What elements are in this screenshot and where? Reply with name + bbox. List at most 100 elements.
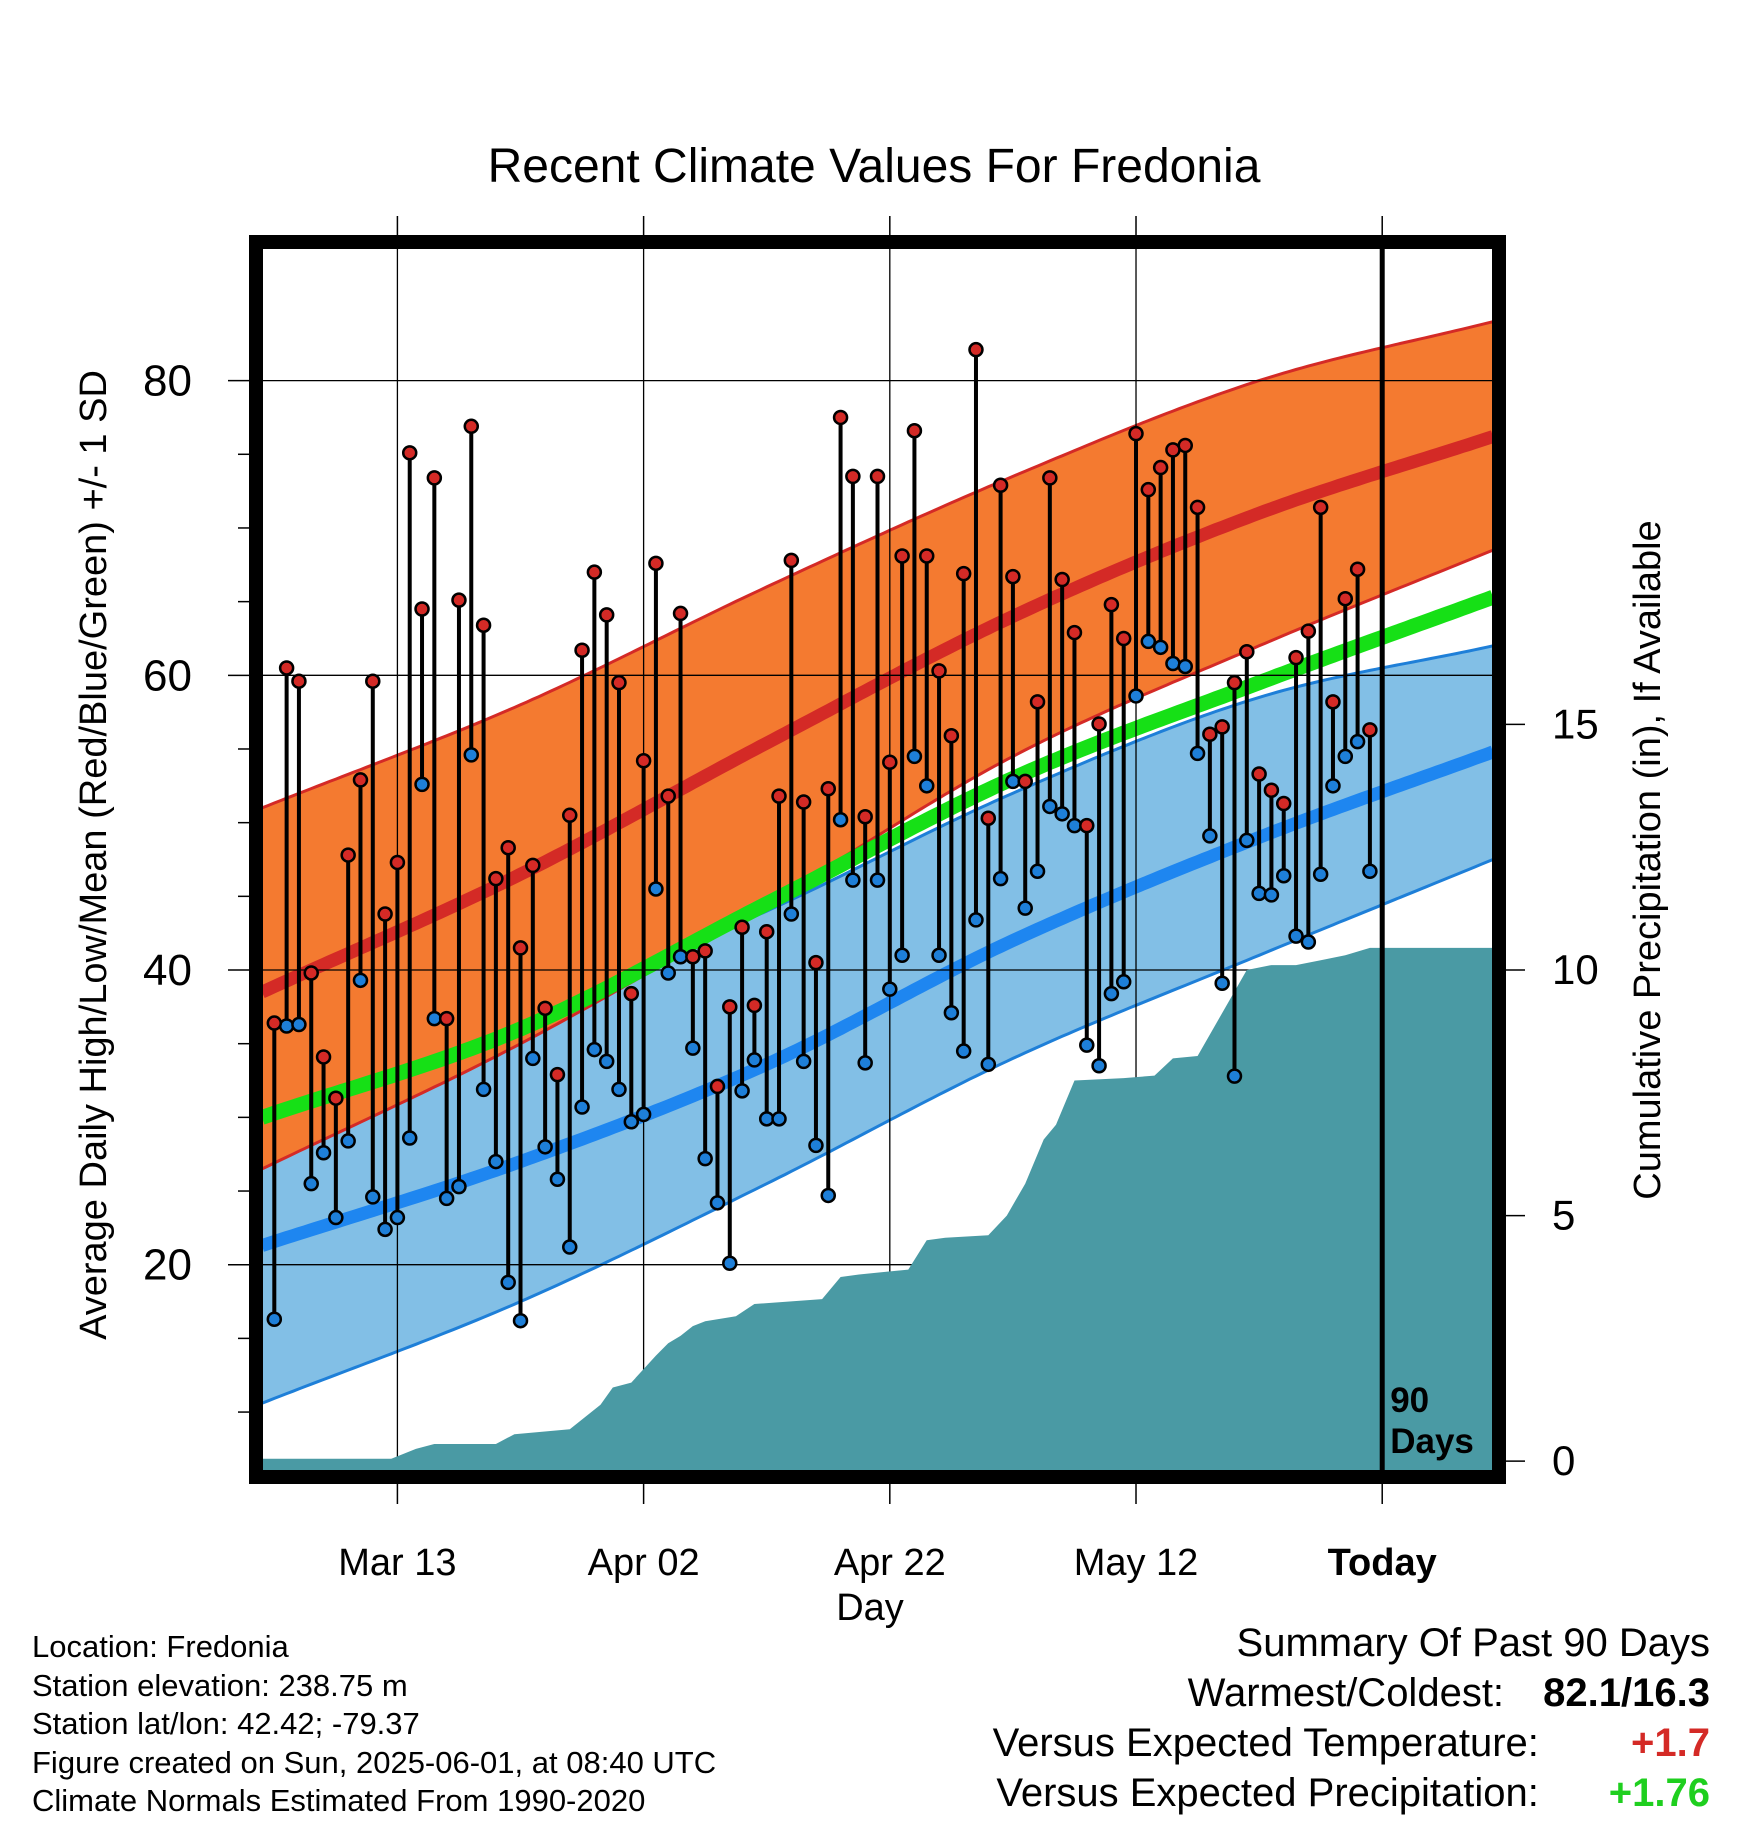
high-point (943, 727, 960, 744)
low-point (426, 1010, 443, 1027)
low-point (1042, 798, 1058, 815)
y2-tick-label: 15 (1552, 700, 1599, 747)
elevation-text: Station elevation: 238.75 m (32, 1667, 408, 1703)
precip-value: +1.76 (1608, 1771, 1710, 1815)
high-point (1165, 442, 1181, 458)
high-point (1275, 795, 1292, 812)
high-point (1312, 499, 1329, 516)
low-point (586, 1041, 603, 1058)
high-point (414, 601, 430, 617)
axes: Mar 13 Apr 02 Apr 22 May 12 Today 20 40 60 80 0 5 1… (143, 216, 1599, 1584)
high-point (746, 997, 763, 1014)
low-point (746, 1052, 763, 1068)
high-point (660, 788, 676, 804)
low-point (562, 1239, 578, 1255)
low-point (1177, 658, 1193, 675)
high-point (734, 919, 750, 936)
low-point (1288, 928, 1304, 944)
low-point (1128, 688, 1144, 704)
high-point (1128, 425, 1144, 442)
low-point (537, 1139, 553, 1155)
low-point (882, 981, 898, 997)
low-point (365, 1189, 381, 1205)
low-point (1017, 900, 1033, 916)
low-point (906, 748, 923, 765)
plot-frame (249, 235, 1506, 1484)
low-point (660, 965, 676, 981)
low-point (475, 1081, 492, 1098)
precip-label: Versus Expected Precipitation: (996, 1771, 1539, 1815)
low-point (697, 1150, 713, 1167)
high-point (1300, 623, 1317, 639)
high-point (1115, 630, 1132, 647)
low-point (1140, 633, 1157, 650)
low-point (611, 1081, 627, 1098)
low-point (832, 811, 849, 828)
high-point (303, 965, 319, 981)
station-info: Location: Fredonia Station elevation: 23… (32, 1628, 716, 1821)
high-point (525, 857, 541, 874)
low-point (980, 1056, 997, 1073)
high-point (1152, 459, 1169, 476)
high-point (783, 552, 800, 569)
low-point (1091, 1058, 1107, 1074)
temp-value: +1.7 (1631, 1721, 1710, 1765)
precip-area (262, 947, 1493, 1471)
high-point (1288, 649, 1304, 666)
x-tick-label: Apr 02 (588, 1542, 700, 1584)
low-point (1103, 985, 1120, 1002)
high-point (352, 772, 369, 788)
high-point (266, 1015, 283, 1031)
y-axis-label: Average Daily High/Low/Mean (Red/Blue/Gr… (73, 370, 115, 1340)
low-point (635, 1106, 652, 1123)
high-point (1054, 571, 1070, 588)
high-point (869, 468, 886, 485)
low-point (857, 1055, 873, 1071)
high-point (845, 468, 861, 485)
plot-area (262, 248, 1493, 1471)
low-point (401, 1130, 418, 1146)
y2-tick-label: 10 (1552, 946, 1599, 993)
high-point (451, 592, 467, 608)
high-point (549, 1066, 566, 1083)
high-point (1325, 694, 1341, 710)
low-point (1029, 863, 1046, 880)
low-point (1275, 867, 1292, 884)
high-point (598, 607, 615, 623)
low-point (1152, 639, 1169, 656)
x-tick-label: Apr 22 (834, 1542, 946, 1584)
low-point (783, 906, 800, 922)
high-point (1214, 719, 1230, 735)
low-point (488, 1153, 504, 1170)
high-point (1029, 694, 1046, 710)
high-point (808, 954, 824, 971)
high-point (389, 854, 406, 871)
high-point (512, 940, 529, 956)
low-lower-line (262, 858, 1493, 1405)
high-point (500, 839, 516, 856)
high-point (475, 617, 492, 633)
high-point (488, 870, 504, 887)
low-point (918, 778, 935, 794)
low-point (377, 1221, 393, 1238)
high-point (648, 555, 664, 572)
low-point (734, 1083, 750, 1099)
high-point (611, 674, 627, 691)
high-point (980, 810, 997, 826)
low-normal-line (262, 745, 1493, 1252)
low-point (1005, 773, 1021, 790)
high-point (635, 753, 652, 769)
high-point (401, 445, 418, 461)
warm-cold-value: 82.1/16.3 (1543, 1671, 1710, 1715)
high-point (1362, 722, 1378, 738)
low-point (1312, 866, 1329, 882)
high-point (832, 409, 849, 426)
low-point (1349, 733, 1366, 750)
low-point (1165, 655, 1181, 672)
y-tick-label: 60 (143, 651, 192, 700)
high-point (857, 809, 873, 825)
low-point (869, 872, 886, 888)
low-point (845, 872, 861, 888)
low-point (672, 949, 689, 965)
